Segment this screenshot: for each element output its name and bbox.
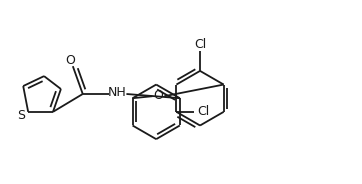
Text: O: O (153, 89, 163, 102)
Text: Cl: Cl (194, 38, 206, 51)
Text: Cl: Cl (197, 105, 209, 118)
Text: O: O (65, 54, 75, 67)
Text: S: S (17, 109, 25, 122)
Text: NH: NH (108, 86, 127, 100)
